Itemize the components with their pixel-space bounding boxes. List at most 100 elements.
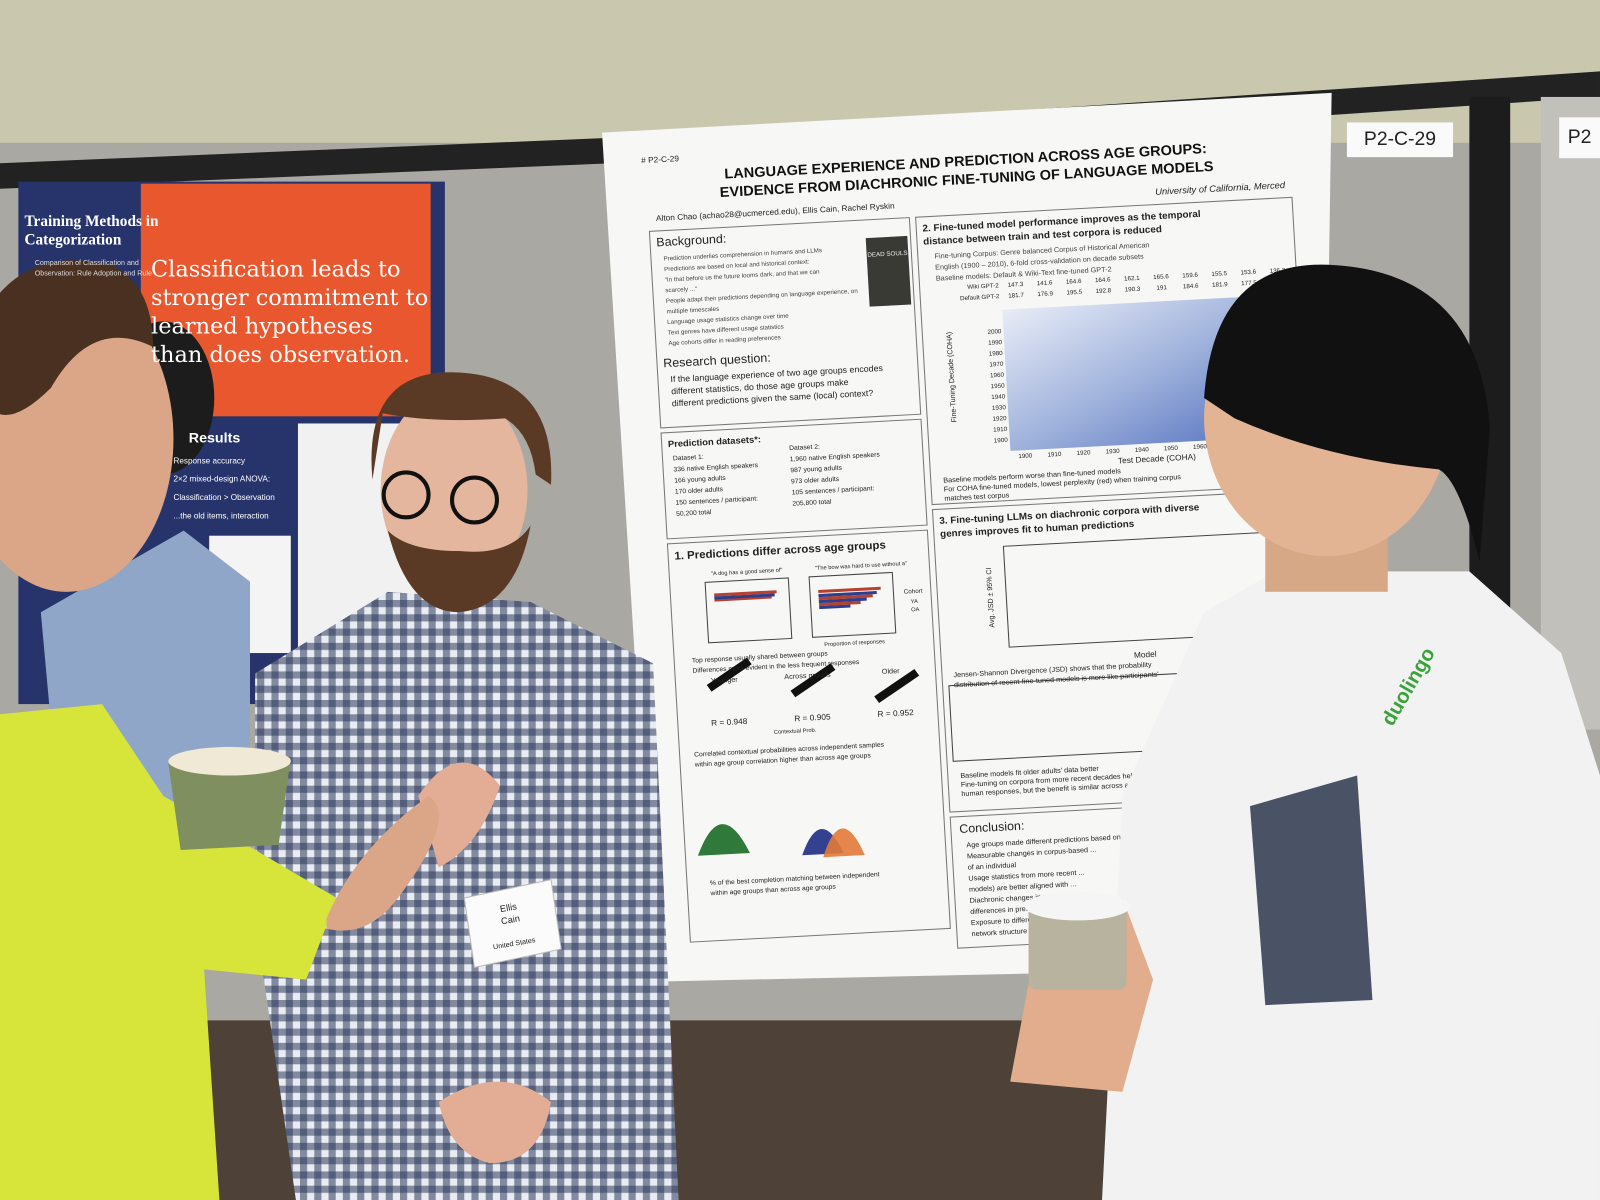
heatmap-row-label: 1960	[990, 372, 1005, 380]
heatmap-cell: 191	[1156, 284, 1167, 291]
dataset-text: 105 sentences / participant:	[792, 485, 875, 496]
r-value: R = 0.905	[794, 713, 831, 724]
coffee-cup	[168, 758, 291, 850]
left-poster-text: Classification > Observation	[173, 493, 274, 502]
heatmap-cell: 155.5	[1211, 270, 1228, 278]
poster-id: # P2-C-29	[641, 154, 680, 165]
density-old	[823, 828, 865, 858]
heatmap-col-label: 1910	[1047, 451, 1062, 459]
prompt-text: "The bow was hard to use without a"	[815, 561, 908, 572]
heatmap-cell: 192.8	[1095, 287, 1112, 295]
book-title: DEAD SOULS	[867, 250, 908, 259]
dataset-text: 973 older adults	[791, 476, 840, 485]
left-poster-headline: learned hypotheses	[151, 314, 373, 340]
dataset-text: 1,960 native English speakers	[790, 452, 881, 464]
bar-plot-2	[808, 571, 897, 638]
dataset-text: 50,200 total	[676, 509, 712, 518]
section-heading: Conclusion:	[959, 819, 1025, 836]
left-poster-text: 2×2 mixed-design ANOVA:	[173, 475, 270, 484]
booth-label	[1559, 117, 1600, 159]
panel-title: Across groups	[784, 671, 831, 681]
legend-title: Cohort	[904, 588, 923, 596]
body-text: matches test corpus	[944, 491, 1010, 502]
density-young	[697, 824, 750, 856]
heatmap-cell: 153.6	[1240, 269, 1257, 277]
heatmap-cell: 159.6	[1182, 272, 1199, 280]
section-heading: Research question:	[663, 351, 771, 370]
heatmap-cell: 181.7	[1008, 292, 1025, 300]
heatmap-row-label: 1980	[989, 350, 1004, 358]
person-center-hands	[438, 1081, 552, 1164]
bar-plot-1	[704, 577, 793, 644]
dataset-text: 150 sentences / participant:	[675, 495, 758, 506]
glasses	[449, 475, 499, 525]
heatmap-cell: 164.6	[1095, 276, 1112, 284]
coffee-cup	[1028, 897, 1127, 990]
heatmap-cell: 176.9	[1037, 290, 1054, 298]
shirt-pocket	[1249, 775, 1373, 1006]
next-board	[1540, 96, 1600, 730]
box-background	[648, 217, 922, 429]
heatmap-row-label: 1970	[989, 361, 1004, 369]
person-center-shirt	[255, 591, 679, 1200]
glasses	[381, 470, 431, 520]
heatmap-col-label: 1950	[1164, 445, 1179, 453]
body-text: scarcely ..."	[665, 286, 697, 295]
axis-label: Avg. JSD ± 95% CI	[985, 567, 997, 627]
name-badge	[463, 878, 562, 968]
heatmap-cell: 177.5	[1241, 280, 1258, 288]
person-center-beard	[387, 525, 531, 613]
heatmap-cell: 165.6	[1153, 273, 1170, 281]
axis-label: Test Decade (COHA)	[1118, 452, 1197, 465]
dataset-text: Dataset 1:	[673, 454, 704, 463]
axis-label: Contextual Prob.	[774, 728, 817, 736]
person-center-hand	[418, 762, 500, 868]
heatmap-row-label: 1940	[991, 393, 1006, 401]
heatmap-cell: 141.6	[1037, 279, 1054, 287]
heatmap-cell: 195.5	[1066, 289, 1083, 297]
axis-label: Proportion of responses	[824, 639, 885, 648]
dataset-text: Dataset 2:	[789, 444, 820, 453]
heatmap-row-label: 1910	[993, 426, 1008, 434]
body-text: of an individual	[967, 861, 1016, 871]
left-poster-text: ...the old items, interaction	[173, 511, 268, 520]
section-heading: Prediction datasets*:	[668, 434, 762, 449]
heatmap-cell: 164.6	[1066, 278, 1083, 286]
left-poster-heading: Results	[189, 431, 241, 447]
legend-item: YA	[911, 599, 919, 605]
bar-marks	[714, 586, 881, 607]
cup-lid	[1024, 891, 1131, 921]
booth-label-text: P2-C-29	[1364, 128, 1436, 150]
book-cover	[865, 235, 912, 307]
left-poster-headline: Classification leads to	[151, 256, 401, 282]
section-heading: Background:	[656, 232, 727, 249]
r-value: R = 0.952	[877, 708, 914, 719]
left-poster-headline: stronger commitment to	[151, 285, 428, 311]
box-section1	[666, 529, 951, 943]
heatmap-row-label: 1930	[992, 404, 1007, 412]
booth-label	[1346, 122, 1454, 158]
heatmap-cell: 190.3	[1125, 286, 1142, 294]
heatmap-row-label: 1950	[991, 383, 1006, 391]
dataset-text: 170 older adults	[675, 486, 724, 495]
heatmap-row-label: Default GPT-2	[960, 293, 1000, 302]
prompt-text: "A dog has a good sense of"	[711, 568, 783, 578]
heatmap-col-label: 1930	[1106, 448, 1121, 456]
badge-name: Ellis	[499, 901, 518, 914]
bar-marks	[714, 590, 877, 610]
booth-label-text: P2	[1568, 126, 1592, 148]
heatmap-cell: 136.2	[1269, 267, 1286, 275]
heatmap-cell: 147.3	[1007, 281, 1024, 289]
r-value: R = 0.948	[711, 717, 748, 728]
person-left-jacket	[0, 704, 337, 1200]
heatmap-row-label: Wiki GPT-2	[967, 282, 999, 291]
legend-item: OA	[911, 607, 920, 613]
person-center-hair	[371, 372, 552, 485]
person-left-hair	[0, 260, 154, 415]
heatmap-col-label: 1920	[1076, 449, 1091, 457]
heatmap-cell: 184.6	[1183, 283, 1200, 291]
person-right-hair	[1204, 264, 1490, 562]
panel-title: Younger	[711, 676, 739, 685]
